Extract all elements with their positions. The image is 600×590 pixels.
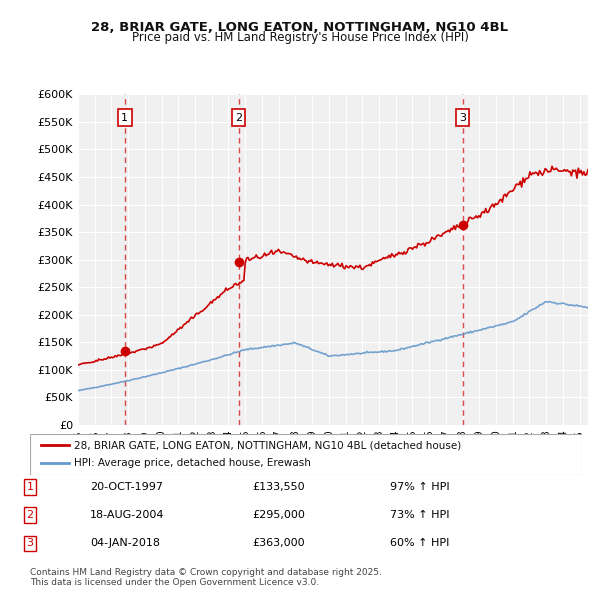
Text: 73% ↑ HPI: 73% ↑ HPI bbox=[390, 510, 449, 520]
Text: £133,550: £133,550 bbox=[252, 482, 305, 491]
Text: HPI: Average price, detached house, Erewash: HPI: Average price, detached house, Erew… bbox=[74, 458, 311, 468]
Text: 97% ↑ HPI: 97% ↑ HPI bbox=[390, 482, 449, 491]
Text: 04-JAN-2018: 04-JAN-2018 bbox=[90, 539, 160, 548]
Text: £295,000: £295,000 bbox=[252, 510, 305, 520]
Text: 2: 2 bbox=[235, 113, 242, 123]
Text: 18-AUG-2004: 18-AUG-2004 bbox=[90, 510, 164, 520]
Text: 20-OCT-1997: 20-OCT-1997 bbox=[90, 482, 163, 491]
Text: 28, BRIAR GATE, LONG EATON, NOTTINGHAM, NG10 4BL: 28, BRIAR GATE, LONG EATON, NOTTINGHAM, … bbox=[91, 21, 509, 34]
Text: Contains HM Land Registry data © Crown copyright and database right 2025.
This d: Contains HM Land Registry data © Crown c… bbox=[30, 568, 382, 587]
Text: £363,000: £363,000 bbox=[252, 539, 305, 548]
Text: 28, BRIAR GATE, LONG EATON, NOTTINGHAM, NG10 4BL (detached house): 28, BRIAR GATE, LONG EATON, NOTTINGHAM, … bbox=[74, 440, 461, 450]
FancyBboxPatch shape bbox=[30, 434, 582, 475]
Text: 60% ↑ HPI: 60% ↑ HPI bbox=[390, 539, 449, 548]
Text: 3: 3 bbox=[459, 113, 466, 123]
Text: 1: 1 bbox=[121, 113, 128, 123]
Text: Price paid vs. HM Land Registry's House Price Index (HPI): Price paid vs. HM Land Registry's House … bbox=[131, 31, 469, 44]
Text: 3: 3 bbox=[26, 539, 34, 548]
Text: 2: 2 bbox=[26, 510, 34, 520]
Text: 1: 1 bbox=[26, 482, 34, 491]
